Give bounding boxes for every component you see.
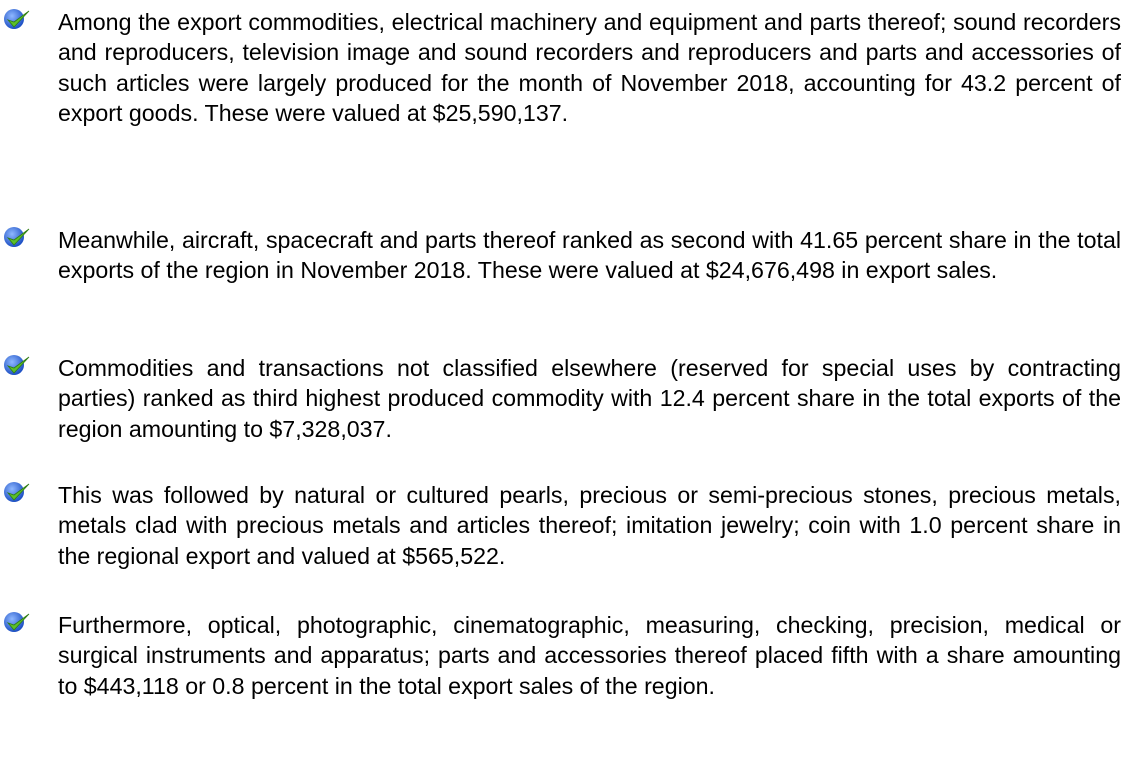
bullet-text: Furthermore, optical, photographic, cine… <box>58 612 1121 699</box>
bullet-icon <box>4 355 30 375</box>
bullet-text: Among the export commodities, electrical… <box>58 9 1121 127</box>
bullet-icon <box>4 227 30 247</box>
bullet-icon <box>4 482 30 502</box>
bullet-text: This was followed by natural or cultured… <box>58 482 1121 569</box>
bullet-icon <box>4 612 30 632</box>
bullet-text: Meanwhile, aircraft, spacecraft and part… <box>58 227 1121 284</box>
bullet-text: Commodities and transactions not classif… <box>58 355 1121 442</box>
bullet-icon <box>4 9 30 29</box>
